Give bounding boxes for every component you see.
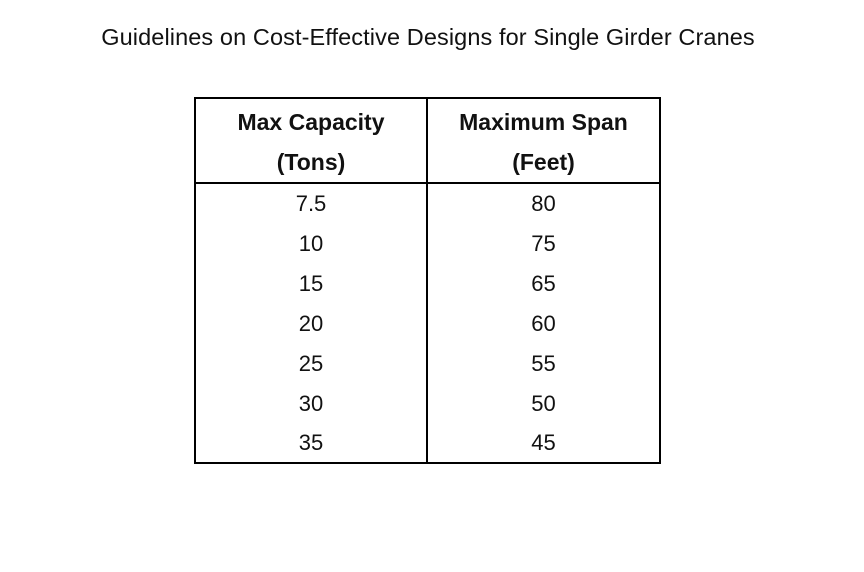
header-maximum-span-line2: (Feet)	[512, 148, 575, 175]
capacity-cell: 25	[195, 344, 428, 384]
table-row: 15 65	[195, 264, 660, 304]
span-cell: 65	[531, 271, 556, 296]
span-cell: 80	[531, 191, 556, 216]
table-row: 10 75	[195, 224, 660, 264]
table-row: 7.5 80	[195, 183, 660, 224]
table-container: Max Capacity (Tons) Maximum Span (Feet) …	[194, 97, 661, 464]
table-header-row: Max Capacity (Tons) Maximum Span (Feet)	[195, 98, 660, 184]
span-cell: 75	[531, 231, 556, 256]
capacity-cell: 15	[195, 264, 428, 304]
capacity-cell: 20	[195, 304, 428, 344]
table-row: 30 50	[195, 384, 660, 424]
header-max-capacity-line2: (Tons)	[276, 148, 346, 175]
header-max-capacity-line1: Max Capacity	[237, 108, 385, 135]
capacity-cell: 35	[195, 424, 428, 463]
header-max-capacity: Max Capacity (Tons)	[195, 98, 428, 184]
table-row: 20 60	[195, 304, 660, 344]
capacity-cell: 10	[195, 224, 428, 264]
header-maximum-span: Maximum Span (Feet)	[427, 98, 660, 184]
span-cell: 45	[531, 430, 556, 455]
table-row: 35 45	[195, 424, 660, 463]
capacity-cell: 30	[195, 384, 428, 424]
span-cell: 60	[531, 311, 556, 336]
span-cell: 55	[531, 351, 556, 376]
capacity-span-table: Max Capacity (Tons) Maximum Span (Feet) …	[194, 97, 661, 464]
span-cell: 50	[531, 391, 556, 416]
page-title: Guidelines on Cost-Effective Designs for…	[101, 24, 755, 50]
capacity-cell: 7.5	[195, 183, 428, 224]
header-maximum-span-line1: Maximum Span	[459, 108, 628, 135]
table-row: 25 55	[195, 344, 660, 384]
